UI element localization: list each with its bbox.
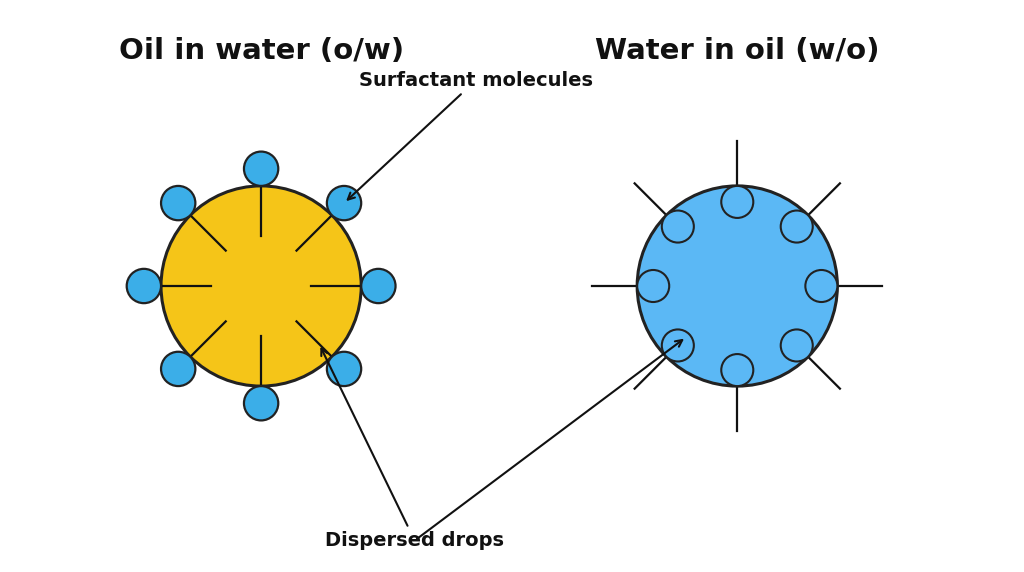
Circle shape — [721, 354, 754, 386]
Circle shape — [327, 186, 361, 220]
Circle shape — [161, 186, 196, 220]
Text: Water in oil (w/o): Water in oil (w/o) — [595, 38, 880, 65]
Circle shape — [127, 269, 161, 303]
Text: Oil in water (o/w): Oil in water (o/w) — [119, 38, 403, 65]
Circle shape — [721, 186, 754, 218]
Circle shape — [780, 329, 813, 362]
Circle shape — [637, 186, 838, 386]
Circle shape — [161, 186, 361, 386]
Circle shape — [662, 210, 694, 243]
Circle shape — [805, 270, 838, 302]
Circle shape — [244, 386, 279, 420]
Text: Dispersed drops: Dispersed drops — [322, 348, 504, 550]
Circle shape — [361, 269, 395, 303]
Circle shape — [662, 329, 694, 362]
Circle shape — [327, 352, 361, 386]
Text: Surfactant molecules: Surfactant molecules — [348, 70, 593, 200]
Circle shape — [780, 210, 813, 243]
Circle shape — [161, 352, 196, 386]
Circle shape — [637, 270, 670, 302]
Circle shape — [244, 152, 279, 186]
